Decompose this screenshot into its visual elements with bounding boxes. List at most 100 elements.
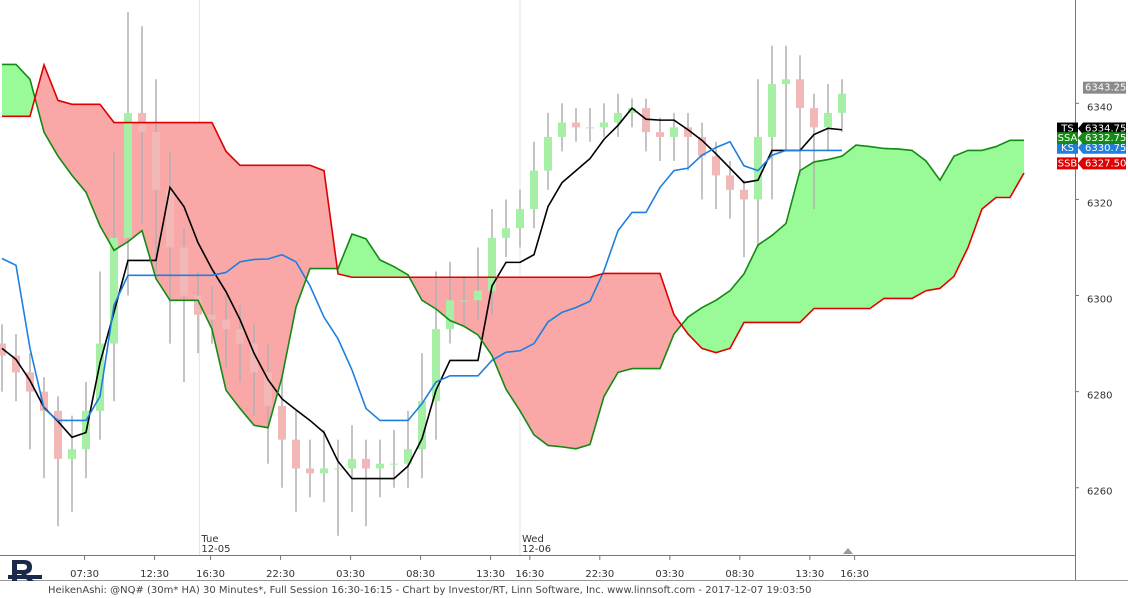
candle-body [236, 329, 244, 344]
candle-body [446, 300, 454, 330]
y-tick-label: 6260 [1087, 487, 1112, 498]
cloud [380, 259, 394, 278]
candle-body [152, 132, 160, 190]
cloud [800, 161, 814, 323]
cloud [870, 146, 884, 309]
cloud [674, 314, 682, 334]
candle-body [250, 343, 258, 373]
candle-body [110, 237, 118, 344]
candle-body [12, 355, 20, 373]
candle-body [376, 463, 384, 469]
candle-body [460, 300, 468, 302]
series-name: TS [1060, 124, 1073, 135]
last-price-tag [1083, 81, 1126, 94]
cloud [30, 79, 35, 117]
x-tick-label: 16:30 [196, 569, 225, 580]
candle-body [740, 189, 748, 200]
series-name-tag [1057, 157, 1078, 170]
y-tick-label: 6300 [1087, 295, 1112, 306]
candle-body [488, 237, 496, 291]
x-tick-label: 16:30 [840, 569, 869, 580]
x-tick-label: 08:30 [725, 569, 754, 580]
cloud [884, 148, 898, 299]
cloud [681, 317, 688, 334]
candle-body [194, 295, 202, 315]
series-name: KS [1061, 143, 1074, 154]
cloud [996, 140, 1010, 198]
cloud [58, 100, 72, 176]
x-tick-label: 13:30 [795, 569, 824, 580]
candle-body [124, 112, 132, 238]
candle-body [628, 108, 636, 113]
candle-body [334, 468, 342, 470]
cloud [100, 104, 114, 251]
cloud [898, 148, 912, 299]
series-value: 6334.75 [1085, 124, 1126, 135]
cloud [954, 150, 968, 277]
candle-body [838, 93, 846, 113]
y-tick-label: 6320 [1087, 198, 1112, 209]
cloud [814, 159, 828, 309]
candle-body [292, 439, 300, 469]
series-name-tag [1057, 122, 1078, 135]
cloud [688, 307, 702, 349]
x-tick-label: 16:30 [515, 569, 544, 580]
candle-body [348, 458, 356, 469]
cloud [772, 223, 786, 323]
candle-body [390, 463, 398, 465]
cloud [534, 277, 548, 446]
footer-text: HeikenAshi: @NQ# (30m* HA) 30 Minutes*, … [48, 585, 811, 596]
candle-body [306, 468, 314, 474]
cloud [618, 273, 632, 373]
candle-body [418, 401, 426, 450]
cloud [72, 104, 86, 193]
cloud [646, 273, 660, 369]
current-bar-marker [843, 548, 853, 554]
candle-body [208, 314, 216, 320]
line-ks [1, 140, 842, 422]
candle-body [684, 127, 692, 137]
series-value-tag [1078, 132, 1126, 145]
candle-body [782, 79, 790, 85]
cloud [912, 150, 926, 299]
series-value-tag [1078, 122, 1126, 135]
cloud [86, 104, 100, 226]
cloud [520, 277, 534, 435]
cloud [366, 238, 380, 278]
cloud [562, 277, 576, 449]
x-tick-label: 22:30 [585, 569, 614, 580]
candle-body [180, 247, 188, 296]
cloud [744, 245, 758, 323]
candle-body [768, 84, 776, 137]
line-ssa [2, 63, 1024, 450]
series-value: 6327.50 [1085, 158, 1126, 169]
x-tick-label: 03:30 [655, 569, 684, 580]
candle-body [810, 108, 818, 128]
cloud [758, 235, 772, 323]
day-date: 12-05 [201, 544, 230, 555]
cloud [1010, 140, 1024, 198]
candle-body [166, 189, 174, 248]
cloud [632, 273, 646, 369]
candle-body [558, 122, 566, 137]
cloud [716, 290, 730, 353]
cloud [338, 234, 352, 278]
cloud [702, 300, 716, 353]
series-name-tag [1057, 132, 1078, 145]
x-tick-label: 03:30 [336, 569, 365, 580]
candle-body [264, 372, 272, 407]
candle-body [712, 156, 720, 176]
day-weekday: Tue [200, 534, 218, 545]
line-ssb [2, 62, 1025, 354]
candle-body [824, 112, 832, 128]
cloud [968, 150, 982, 248]
cloud [44, 64, 58, 157]
candle-body [68, 449, 76, 459]
x-tick-label: 22:30 [266, 569, 295, 580]
cloud [576, 277, 590, 449]
candle-body [572, 122, 580, 128]
logo [8, 560, 42, 581]
candle-body [54, 410, 62, 459]
cloud [786, 170, 800, 323]
